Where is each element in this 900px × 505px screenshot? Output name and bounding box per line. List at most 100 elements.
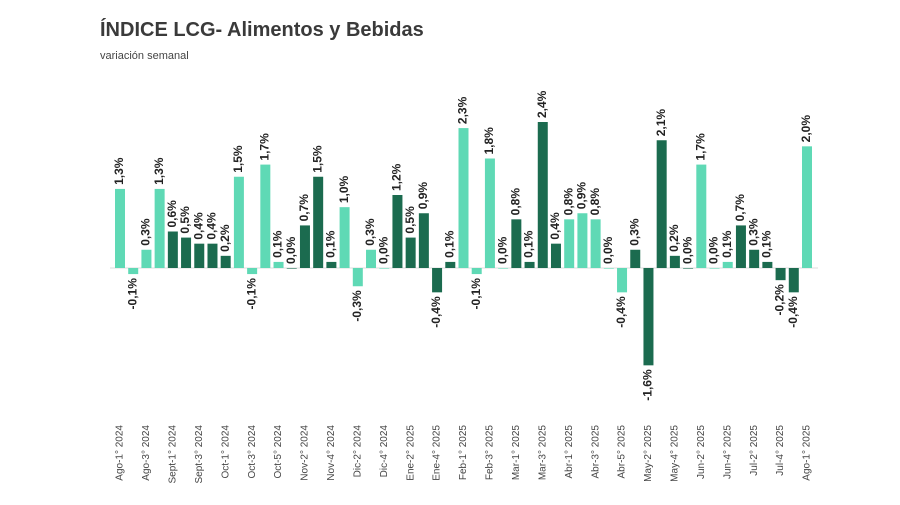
- bar: [735, 225, 746, 268]
- x-tick-label: Ene-4° 2025: [432, 425, 443, 481]
- x-tick-label: Mar-1° 2025: [511, 425, 522, 481]
- value-label: 0,1%: [442, 230, 456, 258]
- bar: [511, 219, 522, 268]
- x-tick-label: Nov-4° 2024: [326, 425, 337, 481]
- bar: [141, 249, 152, 268]
- bar: [590, 219, 601, 268]
- bar: [405, 237, 416, 268]
- bar: [260, 164, 271, 268]
- x-tick-label: Jun-2° 2025: [696, 425, 707, 479]
- x-tick-label: Abr-5° 2025: [617, 425, 628, 479]
- bar: [339, 207, 350, 268]
- value-label: 2,1%: [654, 109, 668, 137]
- bar: [418, 213, 429, 268]
- value-label: 0,7%: [733, 194, 747, 222]
- x-tick-label: Oct-5° 2024: [273, 425, 284, 479]
- bar: [366, 249, 377, 268]
- x-tick-label: Jul-4° 2025: [775, 425, 786, 476]
- x-tick-label: May-4° 2025: [670, 425, 681, 482]
- value-label: 0,1%: [271, 230, 285, 258]
- bar: [524, 261, 535, 268]
- value-label: 0,4%: [548, 212, 562, 240]
- value-label: 1,0%: [337, 175, 351, 203]
- bar: [722, 261, 733, 268]
- bar: [656, 140, 667, 268]
- value-label: 0,0%: [680, 236, 694, 264]
- bar: [115, 188, 125, 268]
- value-label: 0,0%: [707, 236, 721, 264]
- bar: [471, 268, 482, 275]
- x-tick-label: Dic-2° 2024: [352, 425, 363, 478]
- value-label: 0,4%: [205, 212, 219, 240]
- value-label: 0,1%: [522, 230, 536, 258]
- value-label: 0,1%: [760, 230, 774, 258]
- value-label: 0,9%: [416, 182, 430, 210]
- x-tick-label: Jul-2° 2025: [749, 425, 760, 476]
- bar: [788, 268, 799, 293]
- bar: [617, 268, 628, 293]
- bar: [194, 243, 205, 268]
- value-label: 0,3%: [139, 218, 153, 246]
- chart-subtitle: variación semanal: [100, 50, 189, 62]
- bar: [247, 268, 258, 275]
- value-label: 0,1%: [324, 230, 338, 258]
- bar: [696, 164, 707, 268]
- x-tick-label: Oct-3° 2024: [247, 425, 258, 479]
- bar: [128, 268, 139, 275]
- bar: [445, 261, 456, 268]
- bar: [220, 255, 231, 268]
- value-label: 0,0%: [284, 236, 298, 264]
- value-label: 0,3%: [746, 218, 760, 246]
- x-tick-label: Sept-3° 2024: [194, 425, 205, 484]
- bar: [564, 219, 575, 268]
- value-label: 2,4%: [535, 90, 549, 118]
- value-label: -0,1%: [244, 278, 258, 310]
- value-label: -0,4%: [614, 296, 628, 328]
- value-label: 0,3%: [627, 218, 641, 246]
- bar: [379, 268, 390, 269]
- x-tick-label: Mar-3° 2025: [537, 425, 548, 481]
- value-label: 1,7%: [257, 133, 271, 161]
- bar: [630, 249, 641, 268]
- value-label: -0,1%: [469, 278, 483, 310]
- value-label: -0,1%: [125, 278, 139, 310]
- value-label: 0,5%: [403, 206, 417, 234]
- bar: [181, 237, 192, 268]
- bar: [207, 243, 218, 268]
- bar: [286, 268, 297, 269]
- bar: [550, 243, 561, 268]
- value-label: 1,5%: [231, 145, 245, 173]
- bar: [643, 268, 654, 366]
- value-label: 0,1%: [720, 230, 734, 258]
- bar: [498, 268, 509, 269]
- x-tick-label: Feb-3° 2025: [485, 425, 496, 481]
- value-label: 2,0%: [799, 115, 813, 143]
- x-tick-label: Ago-3° 2024: [141, 425, 152, 481]
- value-label: 0,0%: [376, 236, 390, 264]
- value-label: 1,5%: [310, 145, 324, 173]
- value-label: 1,3%: [112, 157, 126, 185]
- bar: [802, 146, 812, 268]
- value-label: 0,6%: [165, 200, 179, 228]
- bar: [154, 188, 165, 268]
- value-label: 0,3%: [363, 218, 377, 246]
- bar: [669, 255, 680, 268]
- bar: [458, 128, 469, 268]
- x-tick-label: Oct-1° 2024: [220, 425, 231, 479]
- bar: [577, 213, 588, 268]
- bar: [484, 158, 495, 268]
- value-label: 0,8%: [509, 188, 523, 216]
- chart-title: ÍNDICE LCG- Alimentos y Bebidas: [100, 18, 424, 41]
- value-label: 0,0%: [601, 236, 615, 264]
- bar: [392, 195, 403, 268]
- value-label: 1,2%: [390, 163, 404, 191]
- value-label: 0,8%: [588, 188, 602, 216]
- bar: [603, 268, 614, 269]
- x-tick-label: Abr-1° 2025: [564, 425, 575, 479]
- value-label: 0,0%: [495, 236, 509, 264]
- x-tick-label: Ago-1° 2025: [802, 425, 813, 481]
- bar: [762, 261, 773, 268]
- x-tick-label: Abr-3° 2025: [590, 425, 601, 479]
- bar: [273, 261, 284, 268]
